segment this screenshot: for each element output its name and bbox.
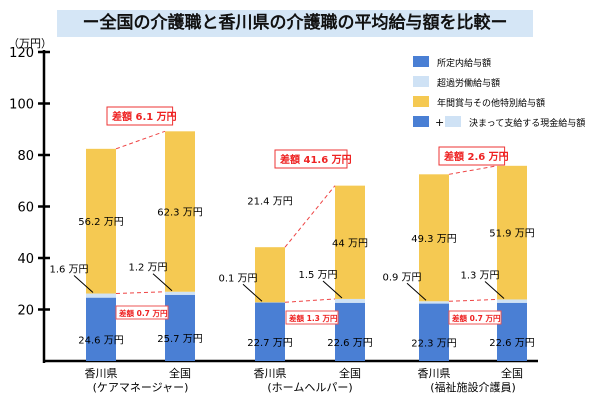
bar-segment (419, 174, 449, 302)
leader-line (73, 275, 94, 293)
data-label: 49.3 万円 (411, 234, 456, 245)
diff-total-label: 差額 6.1 万円 (112, 110, 177, 123)
bar-segment (497, 165, 527, 300)
legend-swatch (413, 56, 429, 67)
bar-segment (86, 148, 116, 294)
diff-line (448, 165, 498, 175)
bar-segment (165, 291, 195, 295)
data-label: 51.9 万円 (489, 229, 534, 240)
leader-line (406, 282, 427, 301)
data-label: 56.2 万円 (78, 217, 123, 228)
diff-total-label: 差額 2.6 万円 (444, 150, 509, 163)
legend-label: 年間賞与その他特別給与額 (437, 97, 545, 109)
diff-line (115, 291, 166, 295)
bar-segment (335, 185, 365, 299)
data-label: 22.7 万円 (247, 338, 292, 349)
bar-segment (255, 247, 285, 303)
data-label: 25.7 万円 (157, 334, 202, 345)
diff-total-box (106, 106, 174, 126)
y-tick-label: 120 (9, 46, 34, 61)
x-tick-label: 香川県 (85, 367, 118, 380)
diff-total-box (274, 149, 348, 169)
bar-segment (255, 302, 285, 361)
bar-segment (335, 302, 365, 361)
x-group-label: (福祉施設介護員) (430, 380, 516, 394)
data-label: 22.6 万円 (489, 338, 534, 349)
x-tick-label: 全国 (339, 366, 361, 380)
diff-line (448, 298, 498, 302)
leader-line (484, 281, 505, 299)
diff-line (284, 185, 336, 248)
diff-cash-label: 差額 0.7 万円 (118, 308, 168, 318)
diff-cash-box (448, 310, 502, 325)
legend-swatch (413, 116, 429, 127)
bar-segment (335, 298, 365, 303)
x-group-label: (ホームヘルパー) (267, 381, 352, 394)
legend-label: 決まって支給する現金給与額 (469, 117, 585, 129)
diff-cash-label: 差額 1.3 万円 (288, 313, 338, 323)
data-label: 1.3 万円 (460, 270, 499, 281)
bar-segment (86, 293, 116, 298)
legend-label: 超過労働給与額 (437, 77, 500, 89)
bar-segment (419, 303, 449, 361)
data-label: 1.2 万円 (128, 263, 167, 274)
data-label: 0.9 万円 (382, 272, 421, 283)
x-tick-label: 香川県 (418, 367, 451, 380)
bar-segment (165, 294, 195, 361)
y-tick-label: 40 (17, 252, 34, 267)
bar-segment (497, 299, 527, 303)
data-label: 0.1 万円 (218, 273, 257, 284)
legend-plus: + (435, 116, 444, 129)
y-axis-label: （万円） (8, 37, 52, 50)
bar-segment (86, 297, 116, 361)
diff-total-box (438, 146, 506, 166)
y-tick-label: 60 (17, 201, 34, 216)
bar-segment (165, 131, 195, 292)
diff-total-label: 差額 41.6 万円 (280, 153, 352, 166)
leader-line (322, 280, 343, 299)
bar-segment (419, 301, 449, 304)
legend-swatch (445, 116, 461, 127)
data-label: 44 万円 (332, 238, 368, 249)
data-label: 21.4 万円 (247, 197, 292, 208)
legend-label: 所定内給与額 (437, 57, 491, 69)
legend-swatch (413, 76, 429, 87)
leader-line (152, 273, 173, 292)
diff-line (115, 130, 166, 150)
data-label: 24.6 万円 (78, 335, 123, 346)
data-label: 22.6 万円 (327, 338, 372, 349)
legend-swatch (413, 96, 429, 107)
diff-cash-box (285, 310, 339, 325)
diff-cash-label: 差額 0.7 万円 (451, 313, 501, 323)
diff-line (284, 298, 336, 303)
data-label: 22.3 万円 (411, 338, 456, 349)
bar-segment (497, 302, 527, 361)
x-tick-label: 香川県 (254, 367, 287, 380)
data-label: 1.6 万円 (49, 265, 88, 276)
y-tick-label: 20 (17, 304, 34, 319)
data-label: 1.5 万円 (298, 270, 337, 281)
x-tick-label: 全国 (169, 366, 191, 380)
chart-title: ー全国の介護職と香川県の介護職の平均給与額を比較ー (57, 10, 533, 37)
y-tick-label: 80 (17, 149, 34, 164)
leader-line (242, 283, 263, 302)
y-tick-label: 100 (9, 98, 34, 113)
x-tick-label: 全国 (501, 366, 523, 380)
x-group-label: (ケアマネージャー) (93, 381, 189, 394)
diff-cash-box (115, 305, 169, 320)
data-label: 62.3 万円 (157, 208, 202, 219)
